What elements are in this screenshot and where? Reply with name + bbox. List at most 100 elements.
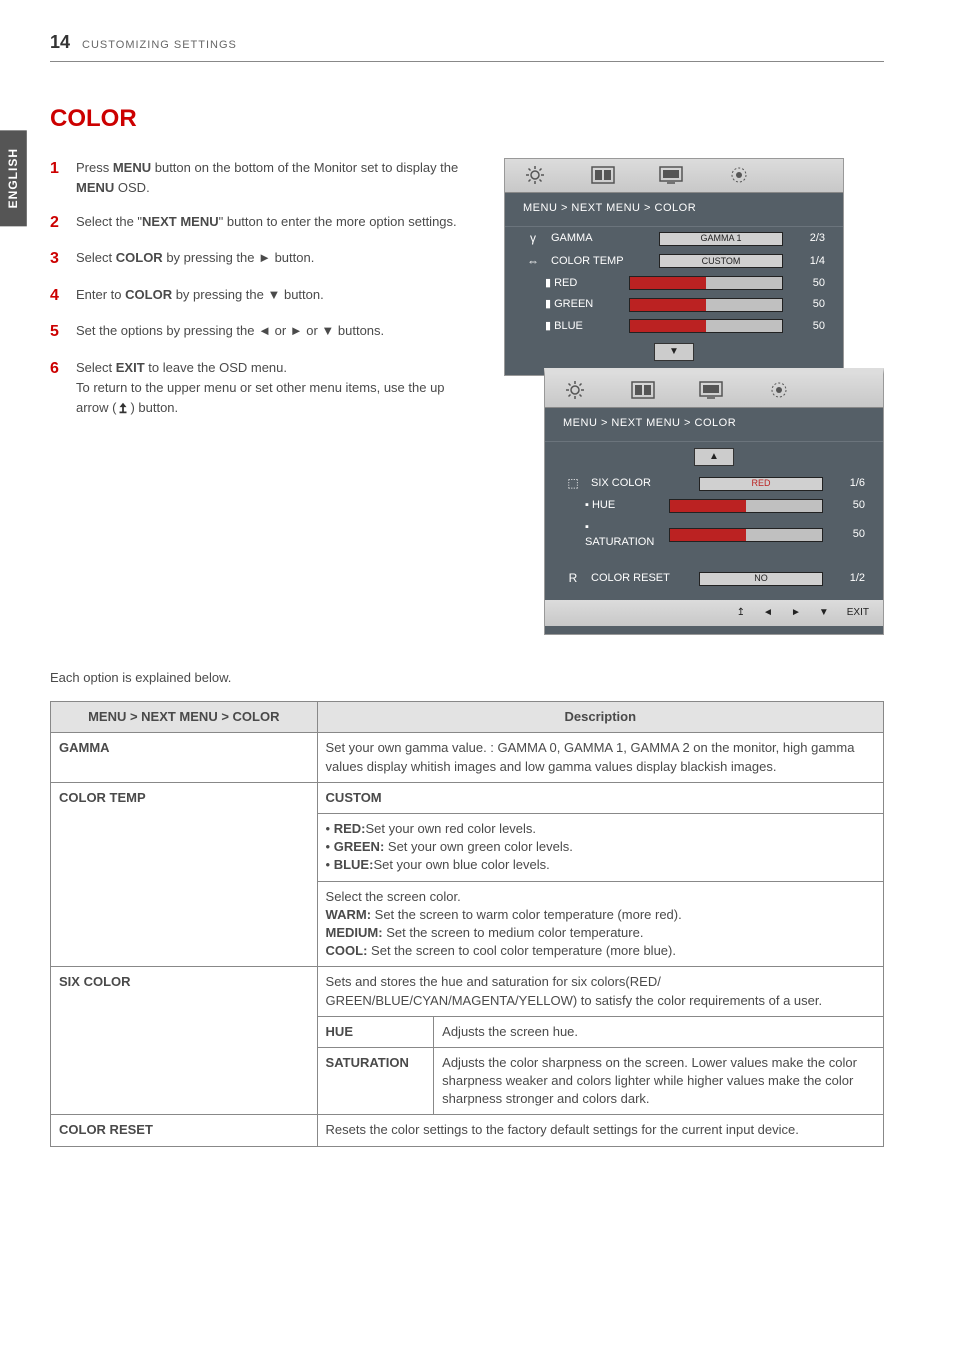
osd-panel-2: MENU > NEXT MENU > COLOR ▲ ⬚ SIX COLOR RED… [544, 368, 884, 635]
osd-slider[interactable] [629, 276, 783, 290]
osd-row-value: 50 [791, 297, 825, 312]
brightness-icon [523, 165, 547, 185]
language-tab: ENGLISH [0, 130, 27, 226]
osd-slider[interactable] [629, 319, 783, 333]
step-text: Select EXIT to leave the OSD menu.To ret… [76, 358, 476, 418]
osd-footer-item[interactable]: ► [791, 606, 801, 620]
osd-row: ⬚ SIX COLOR RED 1/6 [545, 472, 883, 495]
step-text: Press MENU button on the bottom of the M… [76, 158, 476, 198]
screen-icon [659, 165, 683, 185]
osd-breadcrumb: MENU > NEXT MENU > COLOR [505, 193, 843, 227]
screen-icon [699, 380, 723, 400]
step-number: 6 [50, 358, 64, 418]
osd-value-button[interactable]: NO [699, 572, 823, 586]
osd-row: γ GAMMA GAMMA 1 2/3 [505, 227, 843, 250]
osd-sublabel: ▮ BLUE [523, 319, 621, 334]
table-row-desc: • RED:Set your own red color levels.• GR… [317, 814, 883, 882]
table-row-name: COLOR RESET [51, 1115, 318, 1146]
osd-footer-item[interactable]: ↥ [737, 606, 745, 620]
description-table: MENU > NEXT MENU > COLOR Description GAM… [50, 701, 884, 1146]
table-subheader: CUSTOM [317, 782, 883, 813]
osd-row-icon: ⬚ [563, 475, 583, 492]
osd-slider[interactable] [669, 499, 823, 513]
table-row-desc: Sets and stores the hue and saturation f… [317, 967, 883, 1016]
osd-row-icon: ⇔ [523, 253, 543, 270]
step-number: 4 [50, 285, 64, 307]
table-header-right: Description [317, 702, 883, 733]
table-header-left: MENU > NEXT MENU > COLOR [51, 702, 318, 733]
step-item: 4 Enter to COLOR by pressing the ▼ butto… [50, 285, 476, 307]
table-row-desc: Select the screen color.WARM: Set the sc… [317, 881, 883, 967]
osd-slider[interactable] [669, 528, 823, 542]
step-text: Enter to COLOR by pressing the ▼ button. [76, 285, 476, 307]
osd-row-label: SIX COLOR [591, 476, 691, 491]
osd-footer-item[interactable]: ▼ [819, 606, 829, 620]
osd-breadcrumb-2: MENU > NEXT MENU > COLOR [545, 408, 883, 442]
step-text: Select COLOR by pressing the ► button. [76, 248, 476, 270]
step-number: 1 [50, 158, 64, 198]
table-subrow-val: Adjusts the color sharpness on the scree… [434, 1047, 884, 1115]
osd-panel-1: MENU > NEXT MENU > COLOR γ GAMMA GAMMA 1 2/… [504, 158, 844, 376]
explain-line: Each option is explained below. [50, 669, 884, 687]
step-item: 2 Select the "NEXT MENU" button to enter… [50, 212, 476, 234]
step-item: 6 Select EXIT to leave the OSD menu.To r… [50, 358, 476, 418]
osd-row-value: 1/6 [831, 476, 865, 491]
osd-row-value: 2/3 [791, 231, 825, 246]
reader-icon [631, 380, 655, 400]
osd-row: ▮ BLUE 50 [505, 316, 843, 337]
step-item: 1 Press MENU button on the bottom of the… [50, 158, 476, 198]
osd-top-icons-2 [545, 374, 883, 408]
step-number: 5 [50, 321, 64, 343]
step-text: Set the options by pressing the ◄ or ► o… [76, 321, 476, 343]
table-subrow-val: Adjusts the screen hue. [434, 1016, 884, 1047]
osd-row-value: 50 [791, 276, 825, 291]
osd-sublabel: ▪ HUE [563, 498, 661, 513]
osd-footer-item[interactable]: ◄ [763, 606, 773, 620]
osd-screenshots: MENU > NEXT MENU > COLOR γ GAMMA GAMMA 1 2/… [504, 158, 884, 635]
osd-row: ▪ HUE 50 [545, 495, 883, 516]
osd-slider[interactable] [629, 298, 783, 312]
osd-row-value: 50 [831, 527, 865, 542]
settings-icon [727, 165, 751, 185]
osd-row-value: 50 [831, 498, 865, 513]
step-number: 3 [50, 248, 64, 270]
osd-row: ▮ RED 50 [505, 273, 843, 294]
up-arrow-button[interactable]: ▲ [694, 448, 734, 466]
table-subrow-key: SATURATION [317, 1047, 434, 1115]
osd-footer-item[interactable]: EXIT [847, 606, 869, 620]
steps-list: 1 Press MENU button on the bottom of the… [50, 158, 476, 418]
section-title: COLOR [50, 102, 884, 136]
table-row-name: SIX COLOR [51, 967, 318, 1115]
step-text: Select the "NEXT MENU" button to enter t… [76, 212, 476, 234]
osd-down-arrow-row: ▼ [505, 337, 843, 367]
osd-row: ▮ GREEN 50 [505, 294, 843, 315]
osd-row-value: 50 [791, 319, 825, 334]
osd-sublabel: ▮ GREEN [523, 297, 621, 312]
osd-row: RCOLOR RESETNO1/2 [545, 567, 883, 590]
osd-row-icon: γ [523, 230, 543, 247]
reader-icon [591, 165, 615, 185]
osd-value-button[interactable]: CUSTOM [659, 254, 783, 268]
step-item: 3 Select COLOR by pressing the ► button. [50, 248, 476, 270]
brightness-icon [563, 380, 587, 400]
down-arrow-button[interactable]: ▼ [654, 343, 694, 361]
osd-top-icons [505, 159, 843, 193]
step-item: 5 Set the options by pressing the ◄ or ►… [50, 321, 476, 343]
osd-value-button[interactable]: GAMMA 1 [659, 232, 783, 246]
osd-value-button[interactable]: RED [699, 477, 823, 491]
osd-footer-nav: ↥ ◄ ► ▼ EXIT [545, 600, 883, 626]
page-number: 14 [50, 30, 70, 55]
table-row-name: COLOR TEMP [51, 782, 318, 967]
osd-row-icon: R [563, 570, 583, 587]
step-number: 2 [50, 212, 64, 234]
osd-row: ▪ SATURATION50 [545, 517, 883, 554]
osd-row-label: COLOR RESET [591, 571, 691, 586]
page-title: CUSTOMIZING SETTINGS [82, 38, 237, 53]
table-row-desc: Set your own gamma value. : GAMMA 0, GAM… [317, 733, 883, 782]
table-row-name: GAMMA [51, 733, 318, 782]
osd-up-arrow-row: ▲ [545, 442, 883, 472]
settings-icon [767, 380, 791, 400]
table-row-desc: Resets the color settings to the factory… [317, 1115, 883, 1146]
osd-sublabel: ▮ RED [523, 276, 621, 291]
osd-row-label: GAMMA [551, 231, 651, 246]
